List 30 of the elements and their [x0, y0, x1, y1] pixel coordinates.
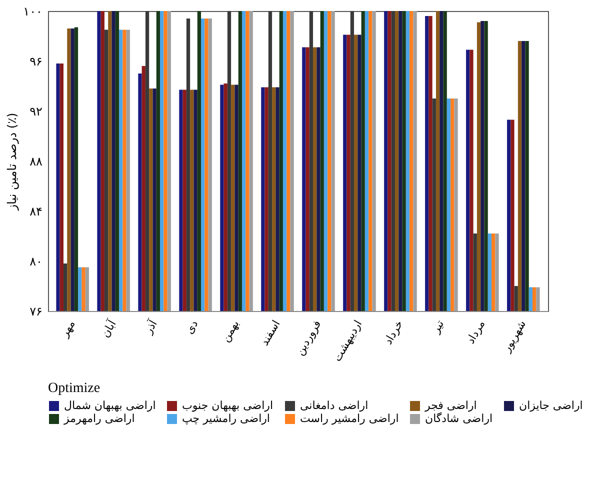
x-tick-label: آبان — [98, 316, 120, 340]
legend-title: Optimize — [48, 381, 100, 396]
legend-label: اراضی رامشیر چپ — [182, 412, 270, 425]
y-tick-label: ۱۰۰ — [23, 4, 42, 18]
x-tick-label: خرداد — [382, 318, 406, 347]
x-tick-label: دی — [182, 318, 201, 336]
x-tick-label: مرداد — [464, 318, 488, 346]
x-tick-label: بهمن — [219, 318, 242, 344]
x-tick-label: تیر — [428, 318, 447, 336]
y-tick-label: ۸۴ — [30, 204, 42, 218]
y-tick-label: ۷۶ — [30, 304, 42, 318]
legend-label: اراضی شادگان — [425, 412, 493, 425]
y-tick-label: ۸۰ — [30, 254, 42, 268]
x-tick-label: مهر — [58, 318, 78, 340]
legend-label: اراضی جایزان — [519, 399, 583, 412]
x-tick-label: آذر — [140, 316, 160, 337]
y-tick-label: ۸۸ — [30, 154, 44, 168]
x-tick-label: اسفند — [258, 318, 283, 348]
y-tick-label: ۹۲ — [30, 104, 42, 118]
y-tick-label: ۹۶ — [30, 54, 42, 68]
x-tick-label: شهریور — [500, 318, 529, 356]
y-axis-title: درصد تامین نیاز (٪) — [5, 112, 20, 212]
legend-label: اراضی بهبهان جنوب — [182, 399, 274, 412]
legend-label: اراضی رامشیر راست — [300, 412, 399, 425]
x-tick-label: اردیبهشت — [330, 318, 365, 364]
legend-label: اراضی بهبهان شمال — [64, 399, 156, 412]
x-tick-label: فروردین — [293, 318, 324, 358]
legend-label: اراضی دامغانی — [300, 399, 368, 412]
legend-label: اراضی رامهرمز — [63, 412, 135, 425]
legend-label: اراضی فجر — [424, 399, 477, 412]
